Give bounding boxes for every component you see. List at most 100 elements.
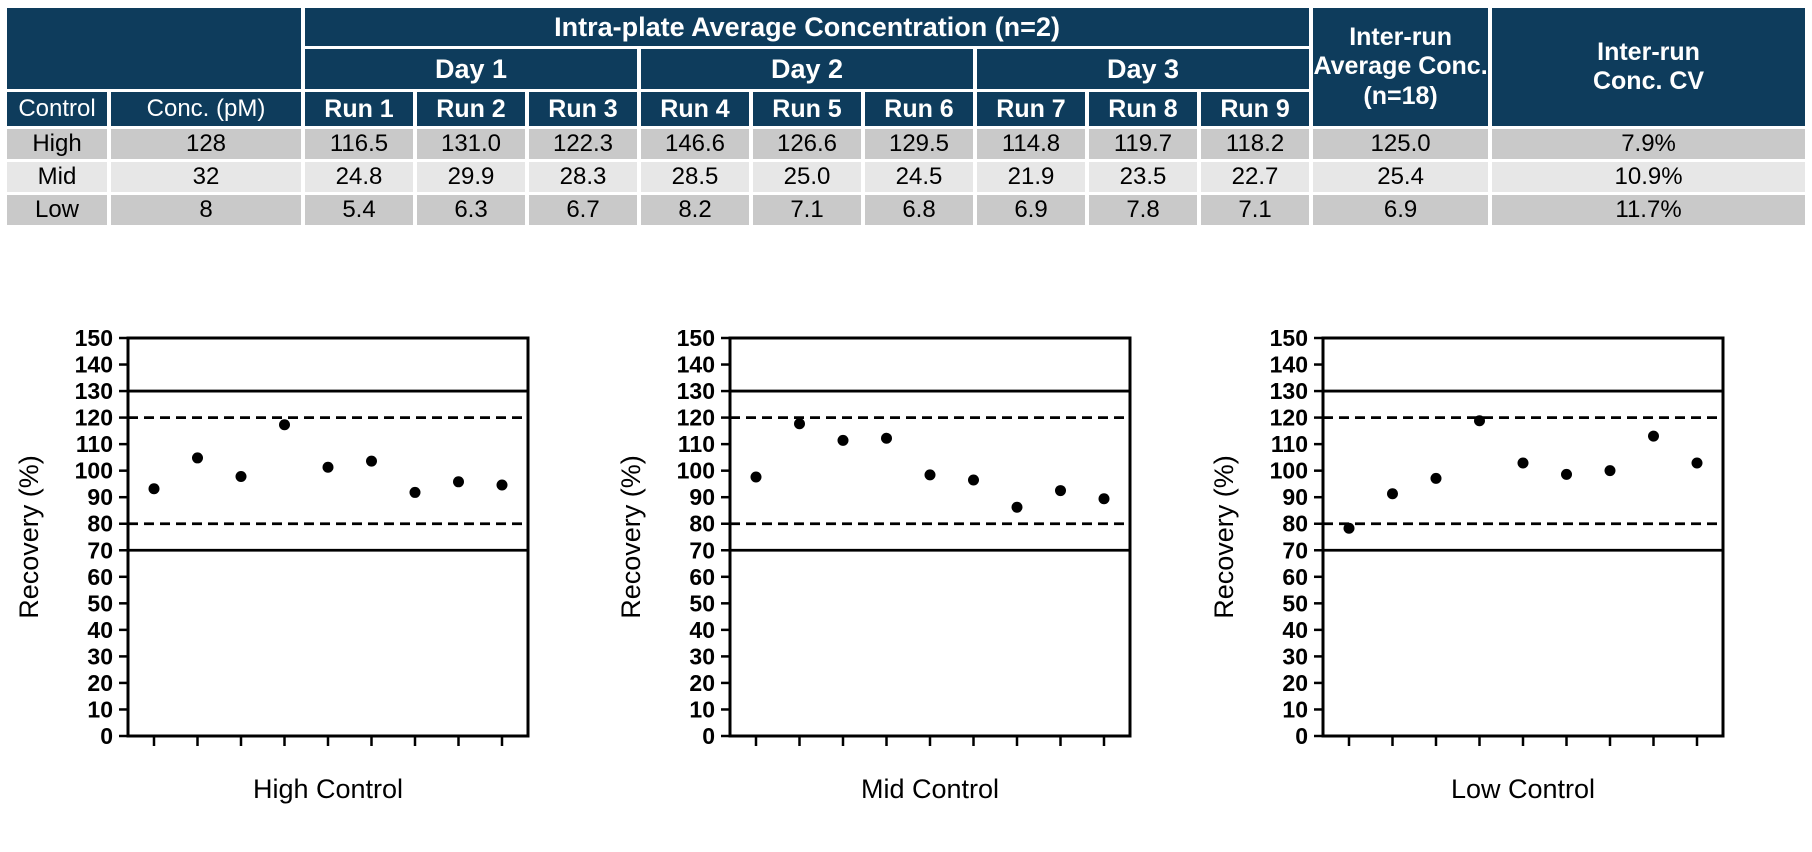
y-axis-tick-label: 140 xyxy=(1270,352,1308,378)
cv-cell: 11.7% xyxy=(1492,195,1805,225)
x-axis-title: High Control xyxy=(253,774,403,804)
y-axis-tick-label: 100 xyxy=(75,458,113,484)
y-axis-tick-label: 130 xyxy=(677,378,715,404)
y-axis-tick-label: 50 xyxy=(689,590,715,616)
conc-cell: 128 xyxy=(111,129,301,159)
data-cell: 6.3 xyxy=(417,195,525,225)
avg-cell: 125.0 xyxy=(1313,129,1489,159)
y-axis-tick-label: 120 xyxy=(1270,405,1308,431)
y-axis-tick-label: 50 xyxy=(87,590,113,616)
header-inter-run-average-line1: Inter-run xyxy=(1349,22,1452,51)
data-point xyxy=(837,434,849,446)
data-cell: 118.2 xyxy=(1201,129,1310,159)
row-label-cell: Low xyxy=(7,195,107,225)
data-cell: 21.9 xyxy=(977,162,1085,192)
y-axis-tick-label: 60 xyxy=(1282,564,1308,590)
data-cell: 24.5 xyxy=(865,162,973,192)
data-point xyxy=(148,483,160,495)
y-axis-tick-label: 40 xyxy=(87,617,113,643)
y-axis-title: Recovery (%) xyxy=(1209,455,1239,619)
y-axis-tick-label: 40 xyxy=(1282,617,1308,643)
header-row-title: Intra-plate Average Concentration (n=2) … xyxy=(7,8,1805,126)
data-point xyxy=(968,474,979,486)
concentration-summary-table: Intra-plate Average Concentration (n=2) … xyxy=(3,5,1809,228)
y-axis-tick-label: 80 xyxy=(87,511,113,537)
y-axis-title: Recovery (%) xyxy=(14,455,44,619)
data-point xyxy=(366,455,377,467)
cv-cell: 7.9% xyxy=(1492,129,1805,159)
table-section: Intra-plate Average Concentration (n=2) … xyxy=(0,0,1812,228)
header-run-7: Run 7 xyxy=(977,92,1085,126)
recovery-chart-low-control: 0 10 20 30 40 50 60 70 80 90 100 110 120 130 140 150 Rec… xyxy=(1203,325,1768,838)
data-cell: 5.4 xyxy=(305,195,413,225)
y-axis-tick-label: 100 xyxy=(1270,458,1308,484)
table-row-high: High 128 116.5 131.0 122.3 146.6 126.6 1… xyxy=(7,129,1805,159)
x-axis-title: Mid Control xyxy=(861,774,999,804)
data-point xyxy=(409,486,421,498)
y-axis-tick-label: 0 xyxy=(100,723,113,749)
y-axis-tick-label: 80 xyxy=(1282,511,1308,537)
data-point xyxy=(322,461,334,473)
y-axis-title: Recovery (%) xyxy=(616,455,646,619)
data-point xyxy=(794,418,805,430)
header-run-3: Run 3 xyxy=(529,92,637,126)
data-point xyxy=(1648,430,1659,442)
data-point xyxy=(453,476,464,488)
header-inter-run-average: Inter-run Average Conc. (n=18) xyxy=(1313,8,1489,126)
table-corner-cell xyxy=(7,8,301,89)
data-cell: 28.3 xyxy=(529,162,637,192)
y-axis-tick-label: 30 xyxy=(689,643,715,669)
y-axis-tick-label: 10 xyxy=(1282,696,1308,722)
header-inter-run-cv: Inter-run Conc. CV xyxy=(1492,8,1805,126)
data-point xyxy=(279,419,290,431)
data-cell: 116.5 xyxy=(305,129,413,159)
y-axis-tick-label: 120 xyxy=(75,405,113,431)
y-axis-tick-label: 0 xyxy=(1295,723,1308,749)
header-day-3: Day 3 xyxy=(977,49,1310,89)
data-point xyxy=(881,432,892,444)
data-point xyxy=(1474,415,1485,427)
y-axis-tick-label: 90 xyxy=(87,484,113,510)
data-cell: 131.0 xyxy=(417,129,525,159)
y-axis-tick-label: 120 xyxy=(677,405,715,431)
y-axis-tick-label: 70 xyxy=(689,537,715,563)
data-point xyxy=(1430,472,1442,484)
plot-frame xyxy=(1321,336,1725,738)
data-cell: 122.3 xyxy=(529,129,637,159)
avg-cell: 25.4 xyxy=(1313,162,1489,192)
y-axis-tick-label: 90 xyxy=(689,484,715,510)
table-row-mid: Mid 32 24.8 29.9 28.3 28.5 25.0 24.5 21.… xyxy=(7,162,1805,192)
data-cell: 7.1 xyxy=(1201,195,1310,225)
y-axis-tick-label: 110 xyxy=(1271,431,1308,457)
y-axis-tick-label: 110 xyxy=(678,431,715,457)
plot-frame xyxy=(126,336,530,738)
y-axis-tick-label: 150 xyxy=(1270,328,1308,351)
y-axis-tick-label: 60 xyxy=(689,564,715,590)
header-run-4: Run 4 xyxy=(641,92,749,126)
header-intra-plate: Intra-plate Average Concentration (n=2) xyxy=(305,8,1310,46)
data-point xyxy=(192,452,203,464)
y-axis-tick-label: 70 xyxy=(1282,537,1308,563)
y-axis-tick-label: 20 xyxy=(87,670,113,696)
data-cell: 126.6 xyxy=(753,129,861,159)
data-point xyxy=(235,471,247,483)
y-axis-tick-label: 0 xyxy=(702,723,715,749)
y-axis-tick-label: 90 xyxy=(1282,484,1308,510)
header-inter-run-cv-line1: Inter-run xyxy=(1597,37,1700,66)
y-axis-tick-label: 30 xyxy=(87,643,113,669)
plot-frame xyxy=(728,336,1132,738)
header-inter-run-average-line2: Average Conc. xyxy=(1313,52,1488,81)
data-point xyxy=(1387,488,1398,500)
data-cell: 146.6 xyxy=(641,129,749,159)
y-axis-tick-label: 20 xyxy=(689,670,715,696)
y-axis-tick-label: 20 xyxy=(1282,670,1308,696)
header-row-runs: Control Conc. (pM) Run 1 Run 2 Run 3 Run… xyxy=(7,92,1805,126)
recovery-chart-high-control: 0 10 20 30 40 50 60 70 80 90 100 110 120 130 140 150 Rec… xyxy=(8,325,573,838)
data-cell: 23.5 xyxy=(1089,162,1197,192)
data-cell: 22.7 xyxy=(1201,162,1310,192)
header-run-5: Run 5 xyxy=(753,92,861,126)
data-cell: 119.7 xyxy=(1089,129,1197,159)
